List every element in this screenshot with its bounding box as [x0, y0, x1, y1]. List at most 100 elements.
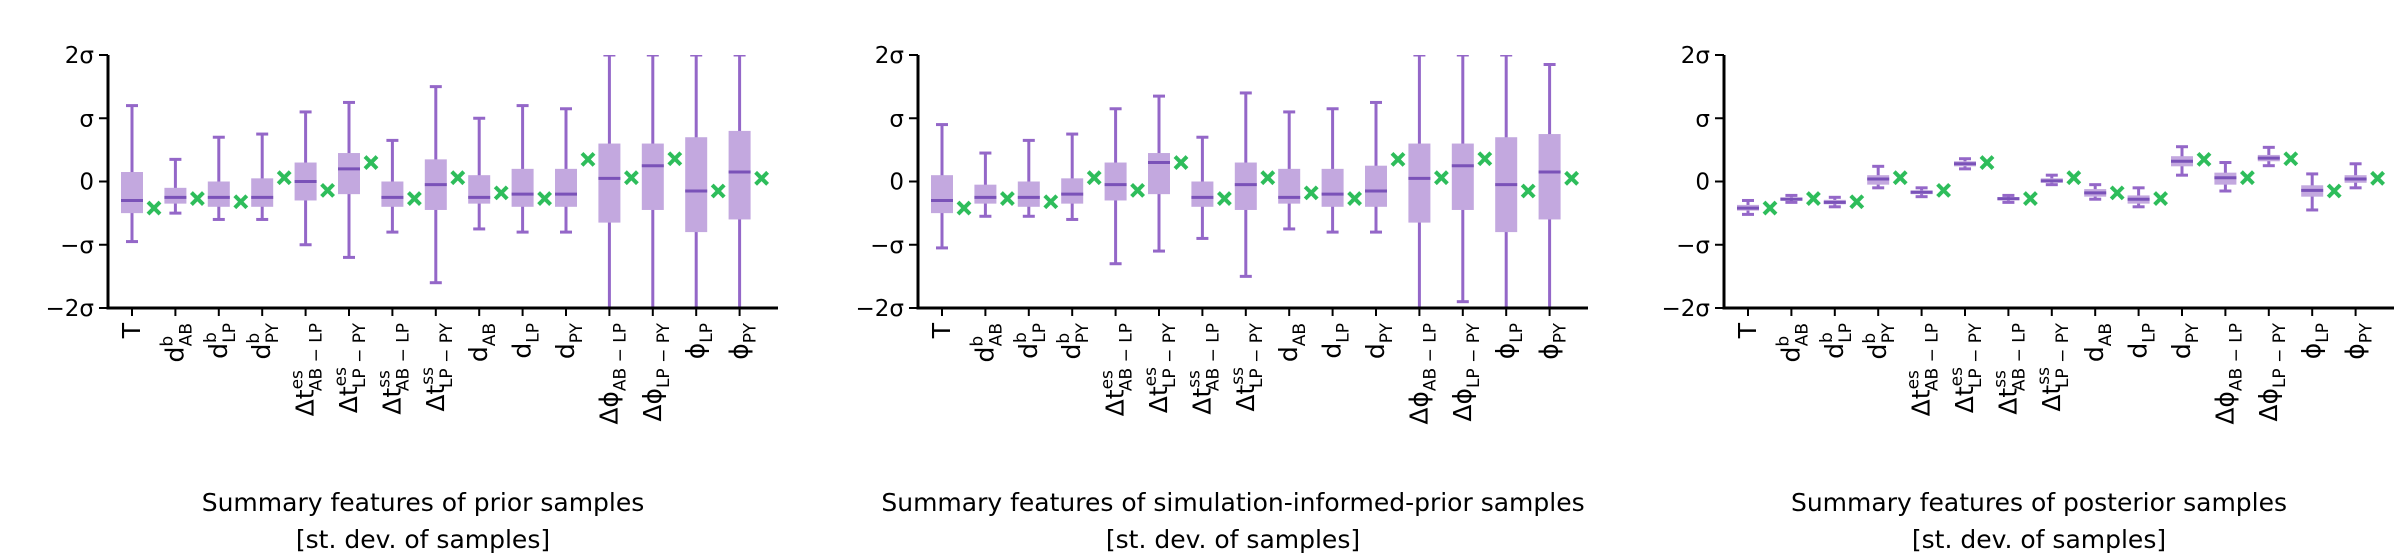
y-tick-label: 2σ	[65, 43, 94, 69]
observed-marker	[667, 151, 683, 167]
box-group	[1104, 107, 1146, 266]
plot-area	[931, 55, 1580, 308]
y-tick-label: 0	[1695, 170, 1710, 196]
y-tick-label: 2σ	[1681, 43, 1710, 69]
observed-marker	[2239, 170, 2255, 186]
y-tick-label: σ	[1695, 106, 1710, 132]
box-group	[121, 104, 162, 244]
observed-marker	[1936, 182, 1952, 198]
x-tick-label: dbLP	[201, 323, 240, 359]
observed-marker	[956, 200, 972, 216]
y-tick-label: −2σ	[856, 296, 904, 322]
x-tick-label: ϕLP	[681, 323, 717, 359]
x-tick-label: ΔtesLP − PY	[331, 322, 370, 413]
observed-marker	[2326, 183, 2342, 199]
box-iqr	[381, 181, 404, 207]
box-group	[2127, 186, 2169, 209]
box-iqr	[728, 130, 751, 220]
box-group	[511, 104, 553, 234]
observed-marker	[1520, 183, 1536, 199]
y-tick-label: 2σ	[875, 43, 904, 69]
box-iqr	[338, 153, 360, 195]
x-tick-label: dbAB	[1773, 323, 1812, 362]
x-tick-label: dLP	[508, 323, 544, 359]
observed-marker	[1216, 191, 1232, 206]
x-tick-label: ΔϕAB − LP	[594, 323, 630, 425]
observed-marker	[1086, 170, 1102, 186]
box-iqr	[468, 175, 491, 204]
observed-marker	[1892, 170, 1908, 186]
x-tick-label: ΔtesAB − LP	[1904, 323, 1943, 416]
box-iqr	[685, 137, 708, 233]
x-tick-label: dbLP	[1011, 323, 1050, 359]
observed-marker	[623, 170, 639, 186]
x-tick-label: ΔtssLP − PY	[2034, 322, 2073, 411]
box-group	[1234, 91, 1276, 278]
box-group	[728, 55, 770, 308]
box-group	[931, 123, 972, 250]
observed-marker	[1805, 191, 1821, 206]
observed-marker	[493, 185, 509, 201]
box-group	[2301, 172, 2342, 212]
x-tick-label: dPY	[551, 322, 587, 359]
box-group	[294, 110, 336, 247]
box-group	[1538, 62, 1580, 308]
observed-marker	[2066, 170, 2082, 186]
observed-marker	[1043, 194, 1059, 210]
observed-marker	[1564, 170, 1580, 186]
box-group	[1823, 194, 1865, 210]
x-tick-label: ΔtssAB − LP	[374, 323, 413, 415]
box-group	[2257, 145, 2299, 168]
box-iqr	[1278, 168, 1301, 204]
x-tick-label: ΔϕLP − PY	[638, 322, 674, 421]
y-tick-label: −σ	[870, 233, 904, 259]
box-group	[2171, 145, 2212, 177]
box-group	[685, 55, 726, 308]
box-group	[164, 157, 205, 215]
box-iqr	[1017, 181, 1040, 207]
box-iqr	[251, 178, 274, 207]
x-tick-label: dbPY	[244, 322, 283, 359]
x-tick-label: T	[1733, 322, 1762, 339]
x-tick-label: dbLP	[1817, 323, 1856, 359]
box-group	[2214, 161, 2255, 193]
x-tick-label: dbAB	[967, 323, 1006, 362]
y-tick-label: σ	[79, 106, 94, 132]
observed-marker	[1173, 155, 1189, 170]
box-iqr	[1321, 168, 1344, 207]
box-group	[974, 151, 1015, 218]
x-tick-label: dbAB	[157, 323, 196, 362]
observed-marker	[999, 191, 1015, 206]
observed-marker	[1477, 151, 1493, 167]
x-tick-label: ΔϕLP − PY	[1448, 322, 1484, 421]
box-iqr	[511, 168, 534, 207]
box-iqr	[1234, 162, 1257, 210]
observed-marker	[580, 151, 596, 167]
box-iqr	[1191, 181, 1214, 207]
x-tick-label: ΔtesAB − LP	[288, 323, 327, 416]
box-iqr	[207, 181, 230, 207]
box-group	[1910, 182, 1952, 199]
box-iqr	[121, 172, 143, 214]
box-iqr	[931, 175, 953, 214]
box-iqr	[1148, 153, 1170, 195]
panel-subtitle: [st. dev. of samples]	[1106, 525, 1360, 554]
observed-marker	[2022, 191, 2038, 206]
x-tick-label: ΔtesLP − PY	[1947, 322, 1986, 413]
y-tick-label: −2σ	[1662, 296, 1710, 322]
box-group	[2344, 162, 2386, 190]
observed-marker	[1390, 151, 1406, 167]
x-tick-label: ΔtesAB − LP	[1098, 323, 1137, 416]
box-group	[1954, 155, 1995, 171]
x-tick-label: ϕLP	[2297, 323, 2333, 359]
plot-area	[1737, 145, 2386, 216]
x-tick-label: ϕLP	[1491, 323, 1527, 359]
observed-marker	[710, 183, 726, 199]
observed-marker	[537, 191, 553, 206]
box-group	[1408, 55, 1449, 308]
box-group	[641, 55, 683, 308]
observed-marker	[233, 194, 249, 210]
y-tick-label: −σ	[1676, 233, 1710, 259]
x-tick-label: dPY	[2167, 322, 2203, 359]
